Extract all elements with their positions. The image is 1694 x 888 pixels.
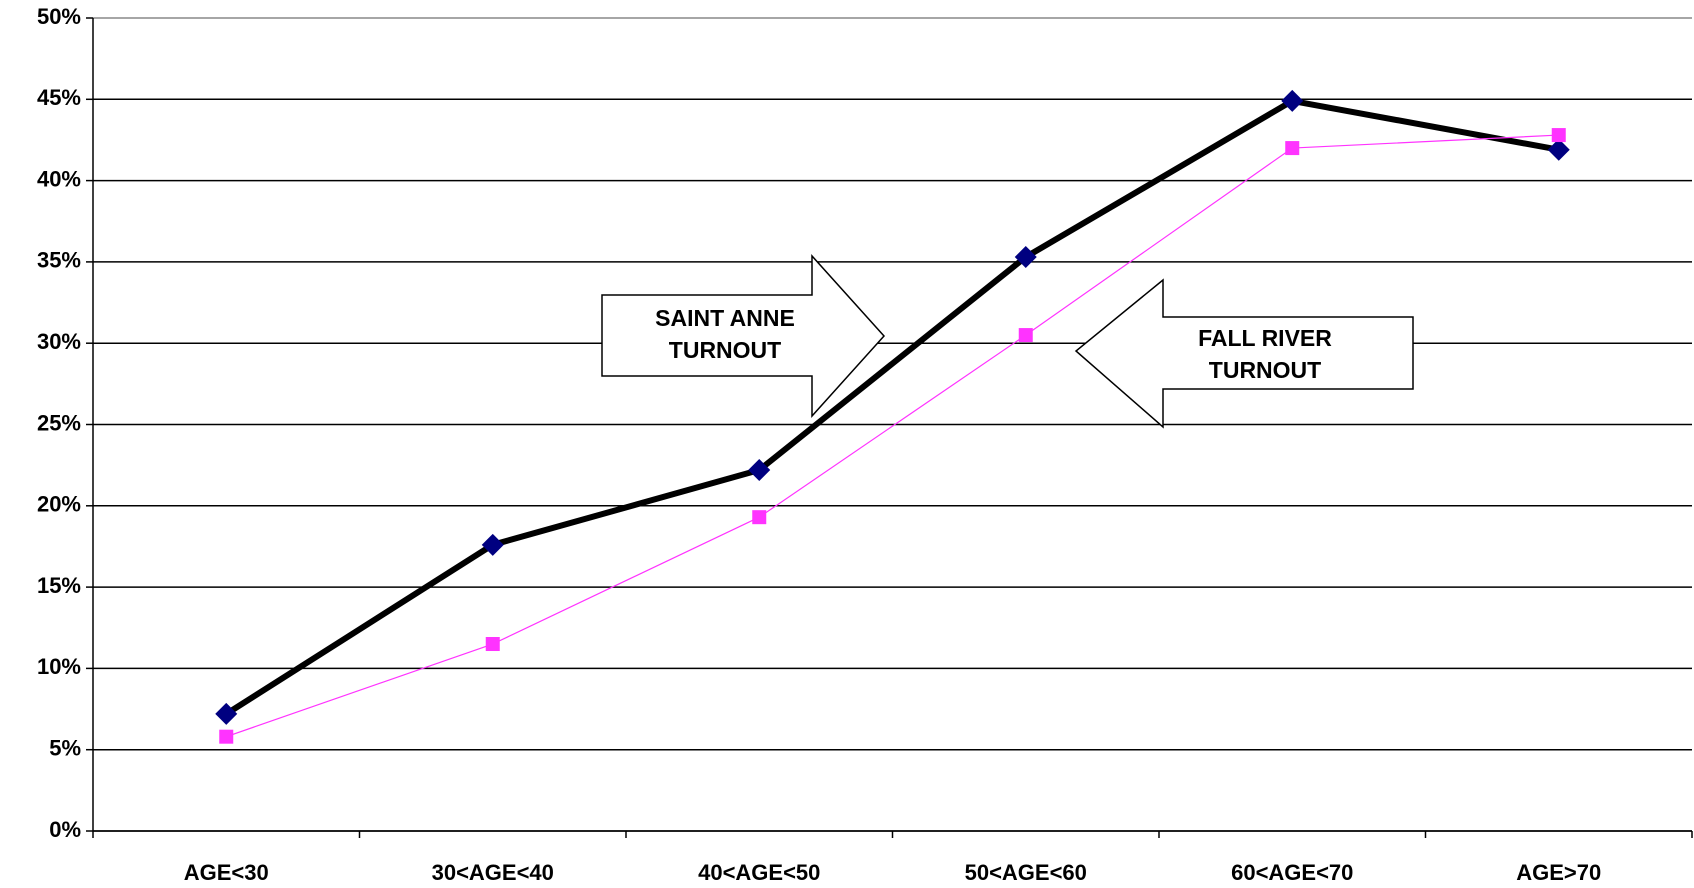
series-label: SAINT ANNE TURNOUT (655, 305, 795, 363)
series-line (226, 134, 1559, 738)
x-tick-label: 40<AGE<50 (698, 860, 820, 885)
marker (748, 459, 771, 482)
x-tick-label: 30<AGE<40 (432, 860, 554, 885)
marker (1285, 141, 1300, 156)
fall-river-arrow (1074, 278, 1414, 429)
marker (1018, 328, 1033, 343)
y-tick-label: 10% (37, 654, 81, 679)
series-label: FALL RIVER TURNOUT (1198, 325, 1332, 383)
x-tick-label: 60<AGE<70 (1231, 860, 1353, 885)
x-tick-label: 50<AGE<60 (965, 860, 1087, 885)
marker (481, 533, 504, 556)
y-tick-label: 45% (37, 85, 81, 110)
saint-anne-arrow (601, 254, 886, 418)
x-tick-label: AGE>70 (1516, 860, 1601, 885)
y-tick-label: 35% (37, 248, 81, 273)
y-tick-label: 25% (37, 410, 81, 435)
marker (1551, 128, 1566, 143)
x-tick-label: AGE<30 (184, 860, 269, 885)
marker (1281, 89, 1304, 112)
y-tick-label: 50% (37, 4, 81, 29)
marker (219, 729, 234, 744)
plot: 0% 5% 10% 15% 20% 25% 30% 35% 40% 45% 50% AGE<30 30<… (37, 4, 1693, 885)
marker (1547, 138, 1570, 161)
y-tick-label: 30% (37, 329, 81, 354)
marker (215, 702, 238, 725)
y-tick-label: 40% (37, 166, 81, 191)
series-line (224, 97, 1560, 717)
y-tick-label: 20% (37, 492, 81, 517)
y-tick-label: 5% (49, 736, 81, 761)
marker (752, 510, 767, 525)
y-tick-label: 0% (49, 817, 81, 842)
marker (485, 637, 500, 652)
y-tick-label: 15% (37, 573, 81, 598)
marker (1014, 246, 1037, 269)
